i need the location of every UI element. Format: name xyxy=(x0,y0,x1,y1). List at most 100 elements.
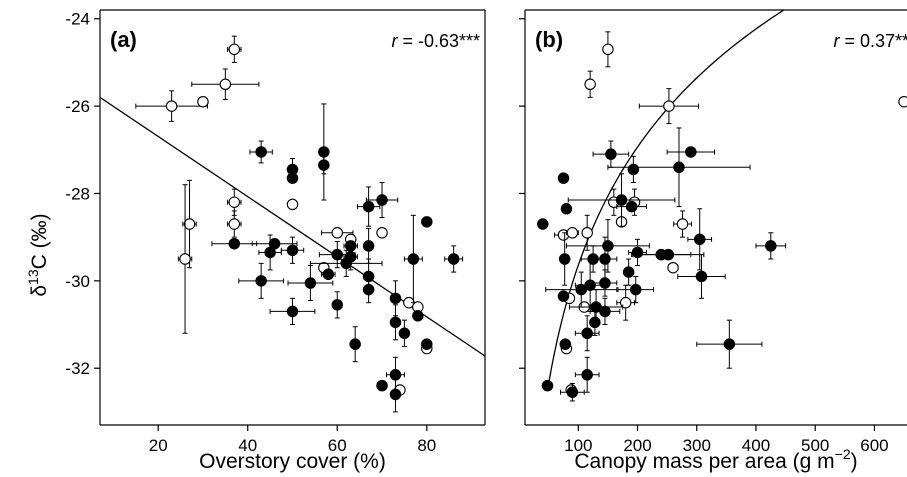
y-axis-title-base: δ xyxy=(28,285,51,297)
marker-filled xyxy=(622,266,635,278)
data-point-filled xyxy=(537,218,549,230)
marker-open xyxy=(219,78,232,91)
marker-filled xyxy=(560,203,573,215)
marker-filled xyxy=(389,292,402,305)
data-point-open xyxy=(667,261,679,274)
data-point-open xyxy=(584,70,596,98)
marker-open xyxy=(197,95,209,108)
data-point-filled xyxy=(592,269,618,297)
x-tick-label: 500 xyxy=(801,436,829,455)
data-point-open xyxy=(286,198,299,211)
correlation-symbol: r xyxy=(833,31,840,51)
marker-filled xyxy=(673,161,685,174)
marker-open xyxy=(376,227,388,239)
marker-filled xyxy=(447,253,460,265)
marker-filled xyxy=(559,338,572,350)
data-point-open xyxy=(565,227,579,239)
x-tick-label: 600 xyxy=(860,436,888,455)
marker-filled xyxy=(344,251,357,263)
data-point-open xyxy=(182,179,197,269)
marker-filled xyxy=(286,305,299,318)
marker-filled xyxy=(602,240,614,252)
data-point-filled xyxy=(627,155,640,184)
data-point-filled xyxy=(558,232,571,286)
data-point-open xyxy=(191,68,260,101)
correlation-value: = -0.63*** xyxy=(397,31,480,51)
marker-filled xyxy=(630,283,642,296)
data-point-filled xyxy=(389,304,402,341)
marker-filled xyxy=(581,327,593,340)
data-point-open xyxy=(581,214,593,251)
marker-filled xyxy=(723,338,736,350)
data-point-filled xyxy=(666,146,716,158)
marker-filled xyxy=(398,327,411,340)
marker-filled xyxy=(331,299,344,311)
correlation-value: = 0.37** xyxy=(839,31,907,51)
data-point-filled xyxy=(696,319,763,369)
marker-filled xyxy=(389,316,402,329)
marker-filled xyxy=(421,216,433,228)
marker-filled xyxy=(599,253,611,265)
data-point-filled xyxy=(677,254,726,299)
data-point-filled xyxy=(318,241,356,269)
data-point-filled xyxy=(545,271,618,308)
data-point-filled xyxy=(280,236,305,264)
marker-open xyxy=(179,253,191,265)
panel-label-b: (b) xyxy=(535,27,563,52)
data-point-filled xyxy=(421,338,433,350)
data-point-filled xyxy=(632,248,705,261)
data-point-filled xyxy=(412,310,424,322)
marker-open xyxy=(228,218,241,230)
marker-filled xyxy=(286,244,299,257)
data-point-filled xyxy=(258,234,282,271)
y-tick-label: -26 xyxy=(65,97,90,116)
data-point-filled xyxy=(321,268,336,281)
data-point-filled xyxy=(403,214,423,304)
marker-filled xyxy=(331,248,344,261)
data-point-filled xyxy=(318,155,330,175)
correlation-label-b: r = 0.37** xyxy=(833,31,907,51)
x-axis-title-b: Canopy mass per area (g m−2) xyxy=(574,446,857,473)
data-point-filled xyxy=(343,240,358,252)
data-point-open xyxy=(227,210,242,238)
data-point-filled xyxy=(318,103,330,201)
data-point-filled xyxy=(362,275,375,304)
marker-filled xyxy=(631,246,644,259)
marker-open xyxy=(228,196,241,208)
correlation-symbol: r xyxy=(391,31,398,51)
data-point-open xyxy=(197,95,209,108)
data-point-filled xyxy=(589,308,601,336)
marker-filled xyxy=(228,237,241,250)
data-point-filled xyxy=(687,208,713,271)
marker-open xyxy=(898,95,907,108)
y-axis-title: δ13C (‰) xyxy=(25,213,51,296)
marker-filled xyxy=(362,283,375,296)
fit-curve-b xyxy=(548,10,786,384)
marker-open xyxy=(602,43,614,56)
marker-open xyxy=(228,43,241,56)
marker-open xyxy=(584,78,596,91)
marker-filled xyxy=(255,146,267,158)
x-tick-label: 400 xyxy=(742,436,770,455)
data-point-filled xyxy=(574,356,600,393)
marker-filled xyxy=(389,388,402,401)
marker-filled xyxy=(407,253,420,265)
x-axis-title-main: Canopy mass per area (g m xyxy=(574,450,834,473)
data-point-filled xyxy=(560,203,573,215)
correlation-label-a: r = -0.63*** xyxy=(391,31,480,51)
data-point-filled xyxy=(592,140,630,168)
data-point-filled xyxy=(421,216,433,228)
marker-filled xyxy=(537,218,549,230)
x-tick-label: 80 xyxy=(417,436,436,455)
y-tick-label: -28 xyxy=(65,184,90,203)
marker-filled xyxy=(599,305,611,318)
data-point-filled xyxy=(365,182,399,218)
x-tick-label: 100 xyxy=(564,436,592,455)
marker-filled xyxy=(318,146,330,158)
panel-label-a: (a) xyxy=(110,27,137,52)
x-axis-title-main: Overstory cover (%) xyxy=(199,450,386,473)
y-axis-title-sup: 13 xyxy=(25,269,41,285)
marker-filled xyxy=(362,200,375,213)
data-point-filled xyxy=(589,297,621,326)
